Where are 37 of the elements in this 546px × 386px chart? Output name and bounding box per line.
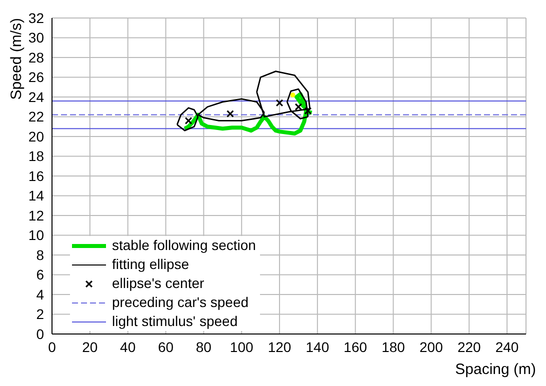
y-tick-label: 4 [36, 286, 44, 302]
y-axis-title: Speed (m/s) [8, 18, 25, 100]
y-tick-label: 8 [36, 246, 44, 263]
y-tick-label: 18 [28, 148, 44, 164]
x-tick-label: 220 [457, 338, 482, 355]
y-tick-label: 6 [36, 266, 44, 283]
legend-label: ellipse's center [112, 274, 204, 293]
x-tick-label: 60 [158, 338, 174, 355]
x-tick-label: 200 [420, 338, 444, 355]
x-tick-label: 240 [495, 338, 519, 355]
x-tick-label: 100 [230, 338, 254, 355]
legend-label: stable following section [112, 236, 256, 255]
y-tick-label: 22 [28, 108, 44, 125]
x-axis-title: Spacing (m) [455, 361, 536, 378]
legend-label: light stimulus' speed [112, 312, 238, 331]
x-tick-label: 40 [120, 338, 136, 355]
legend-label: preceding car's speed [112, 293, 249, 312]
x-tick-label: 20 [82, 338, 98, 355]
y-tick-label: 16 [28, 168, 44, 184]
x-tick-label: 80 [196, 338, 212, 355]
y-tick-label: 32 [28, 10, 44, 26]
y-tick-label: 28 [28, 49, 44, 66]
y-tick-label: 0 [36, 326, 44, 342]
y-tick-label: 24 [28, 88, 44, 105]
legend-label: fitting ellipse [112, 255, 190, 274]
x-tick-label: 180 [382, 338, 406, 355]
y-tick-label: 2 [36, 306, 44, 322]
x-tick-label: 160 [344, 338, 368, 355]
y-tick-label: 20 [28, 128, 44, 144]
y-tick-label: 14 [28, 188, 44, 204]
x-tick-label: 120 [268, 338, 292, 355]
x-tick-label: 140 [306, 338, 330, 355]
y-tick-label: 30 [28, 30, 44, 46]
x-tick-label: 0 [48, 338, 56, 355]
y-tick-label: 26 [28, 69, 44, 86]
y-tick-label: 12 [28, 207, 44, 224]
y-tick-label: 10 [28, 227, 44, 244]
